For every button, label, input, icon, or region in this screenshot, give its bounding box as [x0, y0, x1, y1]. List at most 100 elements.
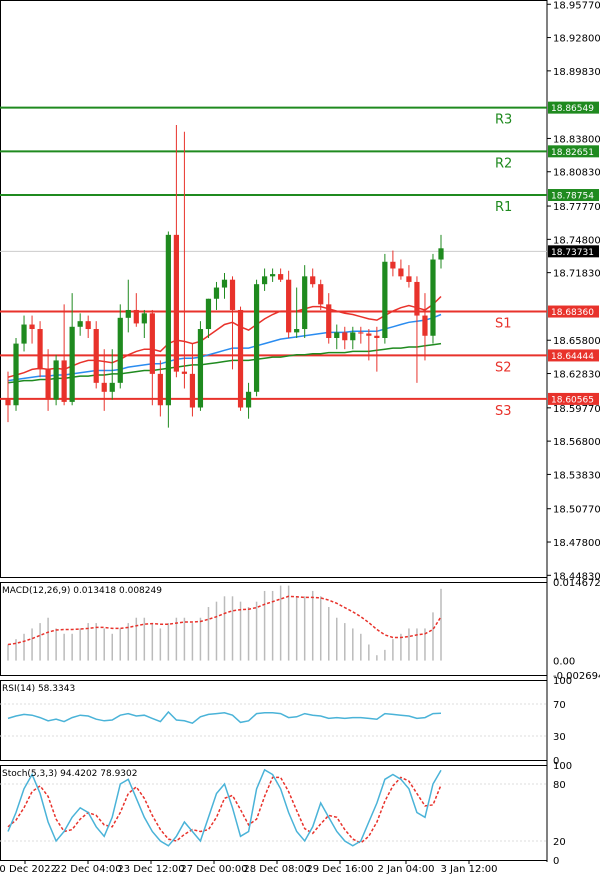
candle-body [302, 276, 308, 330]
level-tag-label: 18.86549 [551, 104, 594, 114]
candle-body [414, 281, 420, 316]
price-tick-label: 18.50770 [553, 505, 600, 516]
candle-body [109, 382, 115, 392]
candle-body [53, 360, 59, 400]
candle-body [294, 329, 300, 333]
time-tick-label: 28 Dec 08:00 [243, 864, 310, 875]
candle-body [253, 284, 260, 392]
stoch-label: Stoch(5,3,3) 94.4202 78.9302 [2, 769, 137, 779]
level-name-s2: S2 [495, 360, 512, 375]
macd-label: MACD(12,26,9) 0.013418 0.008249 [2, 586, 162, 596]
pane-frame-3 [0, 765, 548, 861]
stoch-tick-label: 0 [553, 856, 559, 867]
price-tick-label: 18.56800 [553, 437, 600, 448]
candle-body [173, 234, 179, 372]
candle-body [117, 317, 123, 383]
candle-body [326, 304, 332, 338]
candle-body [101, 382, 107, 392]
candle-body [45, 369, 51, 400]
price-tick-label: 18.80830 [553, 168, 600, 179]
current-price-tag [548, 245, 599, 258]
candle-body [61, 360, 67, 402]
candle-body [133, 309, 139, 324]
time-tick-label: 29 Dec 16:00 [306, 864, 373, 875]
candle-body [334, 332, 340, 338]
level-tag-label: 18.64444 [551, 352, 594, 362]
candle-body [149, 313, 155, 374]
time-tick-label: 22 Dec 04:00 [54, 864, 121, 875]
time-tick-label: 2 Jan 04:00 [378, 864, 435, 875]
candle-body [197, 329, 204, 408]
price-tick-label: 18.71830 [553, 269, 600, 280]
rsi-tick-label: 0 [553, 756, 559, 767]
stoch-tick-label: 100 [553, 761, 572, 772]
candle-body [13, 343, 19, 406]
candle-body [141, 313, 147, 324]
macd-signal-line [7, 595, 442, 646]
price-tick-label: 18.44830 [553, 571, 600, 582]
ma-fast-line [7, 295, 442, 378]
candle-body [382, 261, 388, 338]
candle-body [69, 326, 75, 402]
price-tick-label: 18.95770 [553, 0, 600, 11]
candle-body [430, 259, 436, 336]
candle-body [390, 261, 396, 269]
candle-body [438, 248, 444, 260]
pane-frame-2 [0, 680, 548, 761]
candle-body [229, 279, 236, 310]
candle-body [406, 276, 412, 282]
time-tick-label: 27 Dec 00:00 [180, 864, 247, 875]
level-tag-r2 [548, 145, 599, 158]
level-name-s3: S3 [495, 404, 512, 419]
price-tick-label: 18.83800 [553, 134, 600, 145]
candle-body [125, 309, 131, 318]
candle-body [245, 391, 252, 408]
level-tag-s2 [548, 349, 599, 362]
candle-body [221, 279, 228, 288]
candle-body [358, 332, 364, 334]
level-name-r1: R1 [495, 200, 512, 215]
candle-body [374, 335, 380, 338]
price-tick-label: 18.62830 [553, 370, 600, 381]
level-tag-label: 18.78754 [551, 192, 594, 202]
candle-body [37, 329, 43, 370]
rsi-line [7, 710, 442, 725]
rsi-tick-label: 30 [553, 732, 566, 743]
price-tick-label: 18.65800 [553, 336, 600, 347]
level-name-r3: R3 [495, 113, 512, 128]
macd-tick-label: 0.00 [553, 657, 575, 668]
candle-body [318, 284, 324, 305]
candle-body [237, 309, 244, 408]
candle-body [213, 287, 220, 299]
level-tag-label: 18.68360 [551, 308, 594, 318]
level-tag-label: 18.82651 [551, 148, 594, 158]
candle-body [189, 373, 196, 408]
level-tag-s3 [548, 392, 599, 405]
candle-body [270, 274, 276, 277]
candle-body [21, 324, 27, 344]
rsi-tick-label: 70 [553, 700, 566, 711]
candle-body [422, 315, 428, 336]
candle-body [77, 321, 83, 327]
price-tick-label: 18.89830 [553, 67, 600, 78]
candle-body [165, 234, 171, 406]
current-price-label: 18.73731 [551, 248, 594, 258]
candle-body [278, 274, 284, 280]
price-tick-label: 18.92800 [553, 34, 600, 45]
stoch-tick-label: 80 [553, 780, 566, 791]
candle-body [205, 298, 212, 330]
stoch-tick-label: 20 [553, 837, 566, 848]
candle-body [5, 399, 11, 406]
candle-body [181, 371, 188, 374]
stoch-k-line [7, 768, 442, 847]
time-tick-label: 3 Jan 12:00 [441, 864, 498, 875]
candle-body [398, 268, 404, 277]
level-name-r2: R2 [495, 156, 512, 171]
rsi-tick-label: 100 [553, 676, 572, 687]
candle-body [350, 332, 356, 341]
time-tick-label: 20 Dec 2022 [0, 864, 57, 875]
level-tag-r1 [548, 189, 599, 202]
price-tick-label: 18.77770 [553, 202, 600, 213]
